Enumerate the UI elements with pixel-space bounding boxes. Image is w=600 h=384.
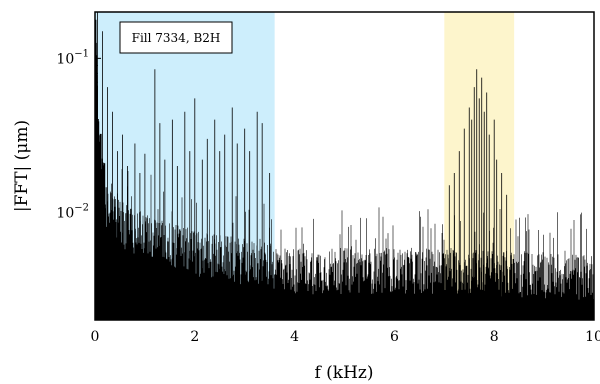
annotation-box: Fill 7334, B2H (119, 21, 233, 54)
y-axis-label: |FFT| (μm) (12, 120, 32, 212)
x-tick-label: 4 (290, 329, 299, 345)
x-tick-label: 0 (91, 329, 100, 345)
annotation-text: Fill 7334, B2H (132, 31, 221, 45)
y-tick-label: 10−2 (56, 202, 89, 221)
x-tick-label: 6 (390, 329, 399, 345)
x-tick-label: 10 (585, 329, 600, 345)
x-tick-label: 2 (190, 329, 199, 345)
x-tick-label: 8 (490, 329, 499, 345)
x-axis-label: f (kHz) (314, 363, 373, 383)
x-axis: 0 2 4 6 8 10 (91, 314, 600, 345)
y-axis: 10−1 10−2 (56, 11, 101, 321)
y-tick-label: 10−1 (56, 48, 89, 67)
